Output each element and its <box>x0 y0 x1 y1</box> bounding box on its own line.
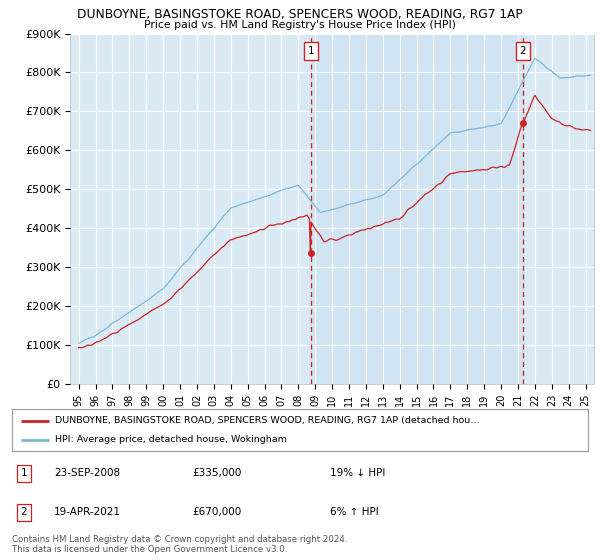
Text: HPI: Average price, detached house, Wokingham: HPI: Average price, detached house, Woki… <box>55 435 287 445</box>
Text: Price paid vs. HM Land Registry's House Price Index (HPI): Price paid vs. HM Land Registry's House … <box>144 20 456 30</box>
Text: 19-APR-2021: 19-APR-2021 <box>54 507 121 517</box>
Text: £670,000: £670,000 <box>192 507 241 517</box>
Text: Contains HM Land Registry data © Crown copyright and database right 2024.
This d: Contains HM Land Registry data © Crown c… <box>12 535 347 554</box>
Bar <box>311 34 523 384</box>
Text: 2: 2 <box>520 46 526 56</box>
Text: 1: 1 <box>307 46 314 56</box>
Text: 19% ↓ HPI: 19% ↓ HPI <box>330 468 385 478</box>
Text: 23-SEP-2008: 23-SEP-2008 <box>54 468 120 478</box>
Text: £335,000: £335,000 <box>192 468 241 478</box>
Text: DUNBOYNE, BASINGSTOKE ROAD, SPENCERS WOOD, READING, RG7 1AP: DUNBOYNE, BASINGSTOKE ROAD, SPENCERS WOO… <box>77 8 523 21</box>
Text: 1: 1 <box>20 468 28 478</box>
Text: 6% ↑ HPI: 6% ↑ HPI <box>330 507 379 517</box>
Text: DUNBOYNE, BASINGSTOKE ROAD, SPENCERS WOOD, READING, RG7 1AP (detached hou…: DUNBOYNE, BASINGSTOKE ROAD, SPENCERS WOO… <box>55 416 480 425</box>
Text: 2: 2 <box>20 507 28 517</box>
